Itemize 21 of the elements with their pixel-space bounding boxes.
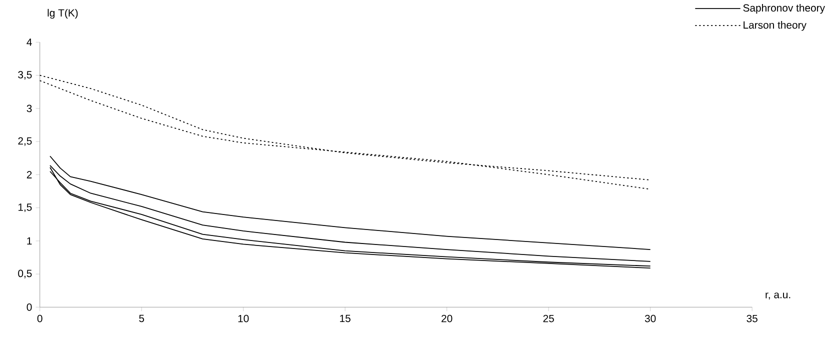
y-tick-label: 1 [27,237,32,245]
x-tick-label: 5 [139,314,144,322]
x-axis-title: r, a.u. [766,292,790,300]
x-tick-label: 25 [543,314,554,322]
y-axis-title: lg T(K) [48,8,78,19]
x-tick-label: 20 [442,314,452,322]
x-tick-label: 15 [340,314,350,322]
legend-label: Saphronov theory [743,4,825,14]
y-tick-label: 2 [26,171,32,178]
x-tick-label: 0 [37,314,42,322]
x-tick-label: 30 [644,314,656,322]
y-tick-label: 1,5 [18,204,32,212]
x-tick-label: 10 [238,314,249,322]
y-tick-label: 3,5 [18,71,32,80]
y-tick-label: 4 [26,38,32,46]
x-tick-label: 35 [746,314,758,322]
legend-label: Larson theory [744,21,806,31]
y-tick-label: 2,5 [18,137,32,146]
y-tick-label: 0,5 [18,270,32,278]
y-tick-label: 3 [26,104,32,112]
y-tick-label: 0 [26,303,32,311]
